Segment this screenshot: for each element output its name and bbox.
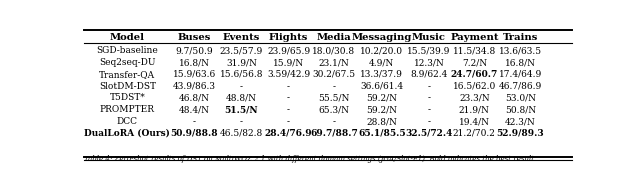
Text: 48.8/N: 48.8/N <box>226 93 257 102</box>
Text: 52.9/89.3: 52.9/89.3 <box>497 129 545 138</box>
Text: 65.3/N: 65.3/N <box>319 105 349 114</box>
Text: 51.5/N: 51.5/N <box>225 105 259 114</box>
Text: -: - <box>193 117 196 126</box>
Text: -: - <box>287 93 290 102</box>
Text: 16.8/N: 16.8/N <box>505 58 536 67</box>
Text: 21.9/N: 21.9/N <box>459 105 490 114</box>
Text: Messaging: Messaging <box>351 33 412 42</box>
Text: Buses: Buses <box>178 33 211 42</box>
Text: 28.8/N: 28.8/N <box>366 117 397 126</box>
Text: 42.3/N: 42.3/N <box>505 117 536 126</box>
Text: 9.7/50.9: 9.7/50.9 <box>175 46 213 55</box>
Text: 3.59/42.9: 3.59/42.9 <box>267 70 310 79</box>
Text: -: - <box>428 105 431 114</box>
Text: 10.2/20.0: 10.2/20.0 <box>360 46 403 55</box>
Text: T5DST*: T5DST* <box>109 93 145 102</box>
Text: 59.2/N: 59.2/N <box>366 105 397 114</box>
Text: -: - <box>332 117 335 126</box>
Text: 24.7/60.7: 24.7/60.7 <box>451 70 498 79</box>
Text: 15.9/63.6: 15.9/63.6 <box>173 70 216 79</box>
Text: 11.5/34.8: 11.5/34.8 <box>452 46 496 55</box>
Text: 4.9/N: 4.9/N <box>369 58 394 67</box>
Text: 23.9/65.9: 23.9/65.9 <box>267 46 310 55</box>
Text: Events: Events <box>223 33 260 42</box>
Text: -: - <box>240 117 243 126</box>
Text: 16.8/N: 16.8/N <box>179 58 210 67</box>
Text: Trains: Trains <box>503 33 538 42</box>
Text: 50.9/88.8: 50.9/88.8 <box>170 129 218 138</box>
Text: 46.7/86.9: 46.7/86.9 <box>499 82 542 91</box>
Text: -: - <box>287 82 290 91</box>
Text: 31.9/N: 31.9/N <box>226 58 257 67</box>
Text: 46.8/N: 46.8/N <box>179 93 210 102</box>
Text: -: - <box>428 117 431 126</box>
Text: Transfer-QA: Transfer-QA <box>99 70 156 79</box>
Text: Media: Media <box>317 33 351 42</box>
Text: 30.2/67.5: 30.2/67.5 <box>312 70 355 79</box>
Text: 65.1/85.5: 65.1/85.5 <box>358 129 406 138</box>
Text: Flights: Flights <box>269 33 308 42</box>
Text: 15.6/56.8: 15.6/56.8 <box>220 70 263 79</box>
Text: -: - <box>287 105 290 114</box>
Text: Model: Model <box>110 33 145 42</box>
Text: 32.5/72.4: 32.5/72.4 <box>405 129 452 138</box>
Text: DCC: DCC <box>117 117 138 126</box>
Text: 16.5/62.0: 16.5/62.0 <box>452 82 496 91</box>
Text: 21.2/70.2: 21.2/70.2 <box>453 129 496 138</box>
Text: 23.3/N: 23.3/N <box>459 93 490 102</box>
Text: SGD-baseline: SGD-baseline <box>97 46 158 55</box>
Text: 43.9/86.3: 43.9/86.3 <box>173 82 216 91</box>
Text: 7.2/N: 7.2/N <box>461 58 487 67</box>
Text: PROMPTER: PROMPTER <box>100 105 155 114</box>
Text: -: - <box>240 82 243 91</box>
Text: 8.9/62.4: 8.9/62.4 <box>410 70 447 79</box>
Text: 36.6/61.4: 36.6/61.4 <box>360 82 403 91</box>
Text: 69.7/88.7: 69.7/88.7 <box>310 129 358 138</box>
Text: Seq2seq-DU: Seq2seq-DU <box>99 58 156 67</box>
Text: 48.4/N: 48.4/N <box>179 105 210 114</box>
Text: Music: Music <box>412 33 446 42</box>
Text: 15.5/39.9: 15.5/39.9 <box>407 46 451 55</box>
Text: 13.3/37.9: 13.3/37.9 <box>360 70 403 79</box>
Text: DualLoRA (Ours): DualLoRA (Ours) <box>84 129 170 138</box>
Text: 50.8/N: 50.8/N <box>505 105 536 114</box>
Text: 53.0/N: 53.0/N <box>505 93 536 102</box>
Text: 46.5/82.8: 46.5/82.8 <box>220 129 263 138</box>
Text: 55.5/N: 55.5/N <box>318 93 349 102</box>
Text: -: - <box>332 82 335 91</box>
Text: 28.4/76.9: 28.4/76.9 <box>265 129 312 138</box>
Text: -: - <box>287 117 290 126</box>
Text: -: - <box>428 82 431 91</box>
Text: 12.3/N: 12.3/N <box>413 58 444 67</box>
Text: 23.1/N: 23.1/N <box>319 58 349 67</box>
Text: 13.6/63.5: 13.6/63.5 <box>499 46 542 55</box>
Text: 59.2/N: 59.2/N <box>366 93 397 102</box>
Text: Payment: Payment <box>450 33 499 42</box>
Text: SlotDM-DST: SlotDM-DST <box>99 82 156 91</box>
Text: Table 4: Zero-shot results of DST on MultiWOZ 2.1 with different domain settings: Table 4: Zero-shot results of DST on Mul… <box>84 155 536 163</box>
Text: 18.0/30.8: 18.0/30.8 <box>312 46 355 55</box>
Text: 19.4/N: 19.4/N <box>459 117 490 126</box>
Text: 15.9/N: 15.9/N <box>273 58 304 67</box>
Text: 17.4/64.9: 17.4/64.9 <box>499 70 542 79</box>
Text: 23.5/57.9: 23.5/57.9 <box>220 46 263 55</box>
Text: -: - <box>428 93 431 102</box>
